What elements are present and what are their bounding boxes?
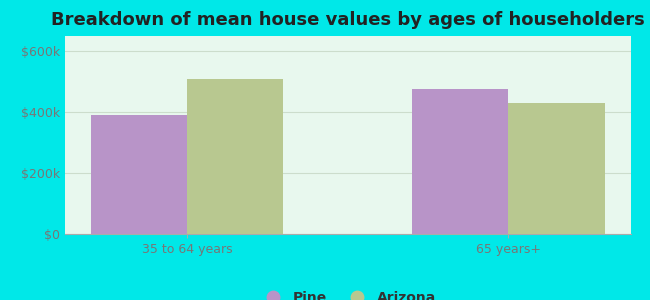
Title: Breakdown of mean house values by ages of householders: Breakdown of mean house values by ages o… (51, 11, 645, 29)
Bar (187, 79, 283, 234)
Bar (508, 103, 604, 234)
Bar (412, 89, 508, 234)
Bar (91, 115, 187, 234)
Legend: Pine, Arizona: Pine, Arizona (254, 285, 442, 300)
